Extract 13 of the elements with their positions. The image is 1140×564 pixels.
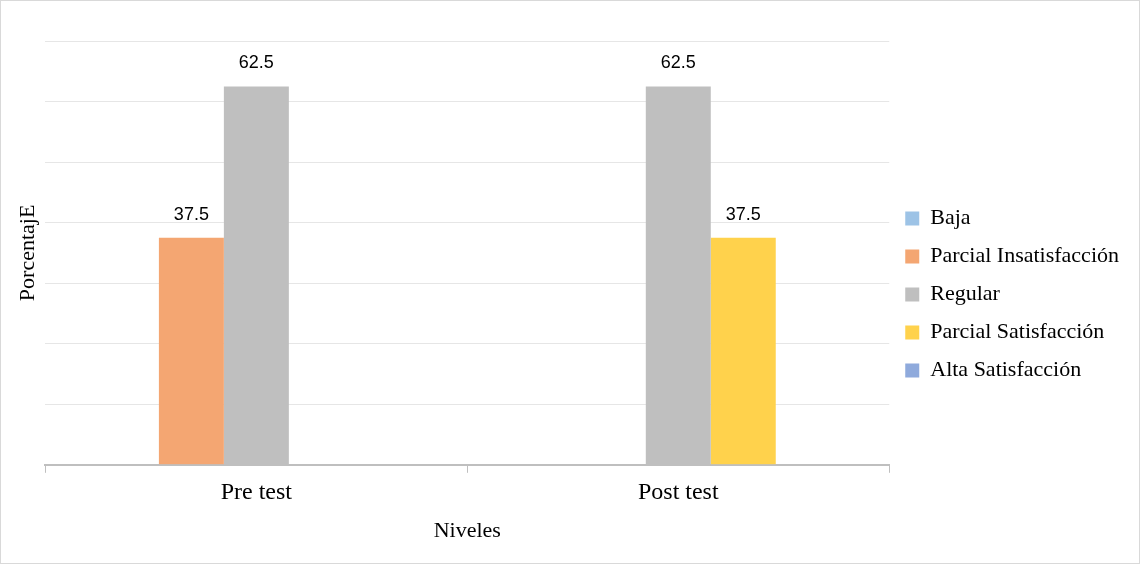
legend-label: Parcial Insatisfacción: [930, 242, 1120, 268]
legend-label: Regular: [930, 280, 1001, 306]
x-axis-title: Niveles: [433, 516, 501, 542]
legend-label: Alta Satisfacción: [930, 356, 1082, 382]
data-label: 37.5: [725, 203, 761, 224]
data-label: 37.5: [173, 203, 209, 224]
x-tick-label: Post test: [637, 478, 719, 505]
data-label: 62.5: [238, 52, 274, 73]
x-tick-label: Pre test: [220, 478, 293, 505]
legend-label: Parcial Satisfacción: [930, 318, 1105, 344]
y-axis-title: PorcentajE: [13, 204, 39, 302]
data-label: 62.5: [660, 52, 696, 73]
legend-label: Baja: [930, 204, 971, 230]
